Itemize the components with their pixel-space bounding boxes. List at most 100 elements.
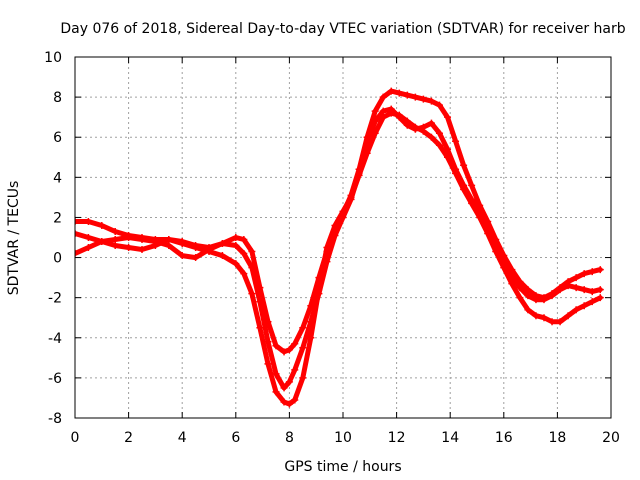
data-point-marker bbox=[516, 284, 524, 292]
data-point-marker bbox=[331, 231, 339, 239]
x-tick-label: 0 bbox=[71, 430, 80, 446]
data-point-marker bbox=[192, 244, 200, 252]
data-point-marker bbox=[580, 302, 588, 310]
data-point-marker bbox=[540, 314, 548, 322]
data-point-marker bbox=[138, 236, 146, 244]
data-point-marker bbox=[588, 268, 596, 276]
data-point-marker bbox=[355, 169, 363, 177]
data-point-marker bbox=[232, 234, 240, 241]
data-point-marker bbox=[75, 229, 79, 237]
data-point-marker bbox=[285, 378, 293, 386]
data-point-marker bbox=[371, 117, 379, 125]
data-point-marker bbox=[240, 270, 248, 278]
data-point-marker bbox=[280, 348, 288, 356]
x-tick-label: 14 bbox=[441, 430, 459, 446]
data-point-marker bbox=[307, 318, 315, 326]
data-point-marker bbox=[444, 145, 452, 153]
data-point-marker bbox=[111, 242, 119, 250]
data-point-marker bbox=[468, 195, 476, 203]
data-point-marker bbox=[218, 252, 226, 260]
data-point-marker bbox=[379, 107, 387, 115]
data-point-marker bbox=[248, 248, 256, 256]
data-point-marker bbox=[248, 264, 256, 272]
series-trace bbox=[75, 110, 603, 407]
data-point-marker bbox=[580, 286, 588, 294]
data-point-marker bbox=[395, 113, 403, 121]
data-point-marker bbox=[492, 244, 500, 252]
y-tick-label: 0 bbox=[53, 251, 62, 267]
data-point-marker bbox=[572, 306, 580, 314]
data-point-marker bbox=[347, 195, 355, 203]
data-point-marker bbox=[411, 125, 419, 133]
data-point-marker bbox=[508, 280, 516, 288]
data-point-marker bbox=[500, 260, 508, 268]
data-point-marker bbox=[379, 93, 387, 101]
data-point-marker bbox=[165, 236, 173, 244]
data-point-marker bbox=[524, 306, 532, 314]
data-point-marker bbox=[452, 137, 460, 145]
data-point-marker bbox=[524, 292, 532, 300]
data-point-marker bbox=[435, 101, 443, 109]
data-point-marker bbox=[256, 298, 264, 306]
chart-title: Day 076 of 2018, Sidereal Day-to-day VTE… bbox=[60, 21, 625, 37]
data-point-marker bbox=[75, 217, 79, 225]
data-point-marker bbox=[165, 242, 173, 250]
data-point-marker bbox=[363, 139, 371, 147]
data-point-marker bbox=[387, 105, 395, 113]
data-point-marker bbox=[299, 324, 307, 332]
data-point-marker bbox=[596, 286, 604, 294]
data-point-marker bbox=[435, 141, 443, 149]
data-point-marker bbox=[272, 342, 280, 350]
data-point-marker bbox=[291, 366, 299, 374]
data-point-marker bbox=[548, 318, 556, 326]
data-point-marker bbox=[403, 91, 411, 99]
data-point-marker bbox=[84, 244, 92, 252]
data-point-marker bbox=[596, 294, 604, 302]
data-point-marker bbox=[264, 360, 272, 368]
data-point-marker bbox=[84, 217, 92, 225]
data-point-marker bbox=[548, 292, 556, 300]
y-tick-label: -6 bbox=[48, 371, 62, 387]
data-point-marker bbox=[411, 93, 419, 101]
x-tick-label: 4 bbox=[178, 430, 187, 446]
data-point-marker bbox=[307, 334, 315, 342]
x-axis-title: GPS time / hours bbox=[284, 459, 401, 475]
data-point-marker bbox=[111, 236, 119, 244]
y-axis-title: SDTVAR / TECUs bbox=[6, 181, 22, 296]
data-point-marker bbox=[125, 244, 133, 252]
data-point-marker bbox=[444, 113, 452, 121]
data-point-marker bbox=[476, 207, 484, 215]
y-tick-label: -4 bbox=[48, 331, 62, 347]
data-point-marker bbox=[468, 181, 476, 189]
data-point-marker bbox=[111, 227, 119, 235]
data-point-marker bbox=[556, 286, 564, 294]
data-point-marker bbox=[387, 87, 395, 95]
data-point-marker bbox=[516, 294, 524, 302]
data-point-marker bbox=[272, 370, 280, 378]
data-point-marker bbox=[291, 340, 299, 348]
data-point-marker bbox=[564, 312, 572, 320]
data-point-marker bbox=[232, 242, 240, 250]
series-track-3 bbox=[75, 105, 604, 392]
data-point-marker bbox=[151, 238, 159, 246]
data-point-marker bbox=[280, 384, 288, 392]
data-series bbox=[75, 87, 604, 408]
data-point-marker bbox=[460, 161, 468, 169]
series-track-2 bbox=[75, 109, 604, 408]
data-point-marker bbox=[572, 274, 580, 282]
data-point-marker bbox=[395, 89, 403, 97]
data-point-marker bbox=[403, 121, 411, 129]
data-point-marker bbox=[256, 324, 264, 332]
axis-ticks: 0 2 4 6 8 10 12 14 16 18 20 -8 -6 -4 -2 0 2 4 6 8 10 bbox=[44, 50, 620, 446]
data-point-marker bbox=[84, 234, 92, 241]
data-point-marker bbox=[138, 246, 146, 254]
x-tick-label: 10 bbox=[334, 430, 352, 446]
data-point-marker bbox=[588, 288, 596, 296]
data-point-marker bbox=[532, 312, 540, 320]
y-tick-label: 6 bbox=[53, 130, 62, 146]
data-point-marker bbox=[192, 254, 200, 262]
data-point-marker bbox=[564, 282, 572, 290]
y-tick-label: 4 bbox=[53, 170, 62, 186]
data-point-marker bbox=[178, 240, 186, 248]
